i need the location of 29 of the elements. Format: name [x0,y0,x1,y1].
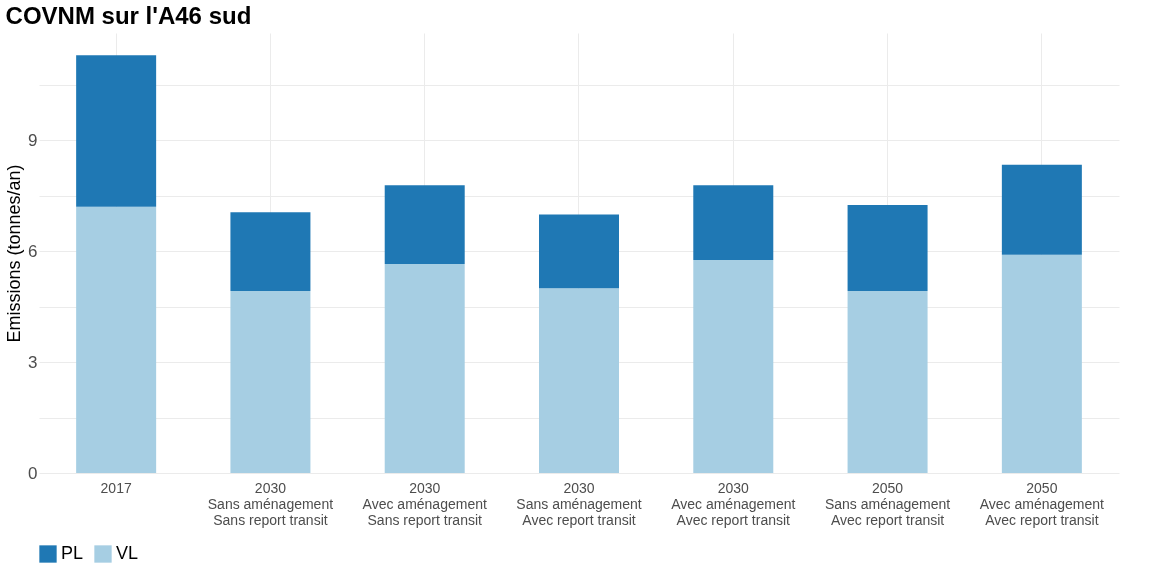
bar [1001,164,1082,255]
bar [539,214,619,289]
bar [1001,254,1082,473]
y-tick-label: 6 [28,241,38,261]
bar [230,212,311,292]
x-tick-label: 2050 Avec aménagement Avec report transit [979,479,1105,528]
bar [693,260,774,473]
bar [384,264,465,473]
y-tick-label: 3 [28,352,38,372]
x-tick-label: 2030 Sans aménagement Avec report transit [516,479,642,528]
x-tick-label: 2030 Sans aménagement Sans report transit [207,479,334,528]
legend-label: VL [116,543,139,563]
y-tick-label: 9 [28,130,38,150]
x-tick-label: 2050 Sans aménagement Avec report transit [824,479,951,528]
bar [76,55,157,207]
legend-label: PL [61,543,84,563]
bar [76,206,157,473]
x-tick-label: 2030 Avec aménagement Sans report transit [362,479,487,528]
y-tick-label: 0 [28,463,38,483]
bar [847,204,928,292]
x-tick-label: 2017 [100,479,132,496]
bar [847,291,928,473]
bar [539,288,619,473]
y-axis-title: Emissions (tonnes/an) [4,164,25,343]
x-tick-label: 2030 Avec aménagement Avec report transit [671,479,796,528]
chart-title: COVNM sur l'A46 sud [5,2,252,29]
bar [384,185,465,265]
bar [693,185,774,261]
bar [230,291,311,473]
